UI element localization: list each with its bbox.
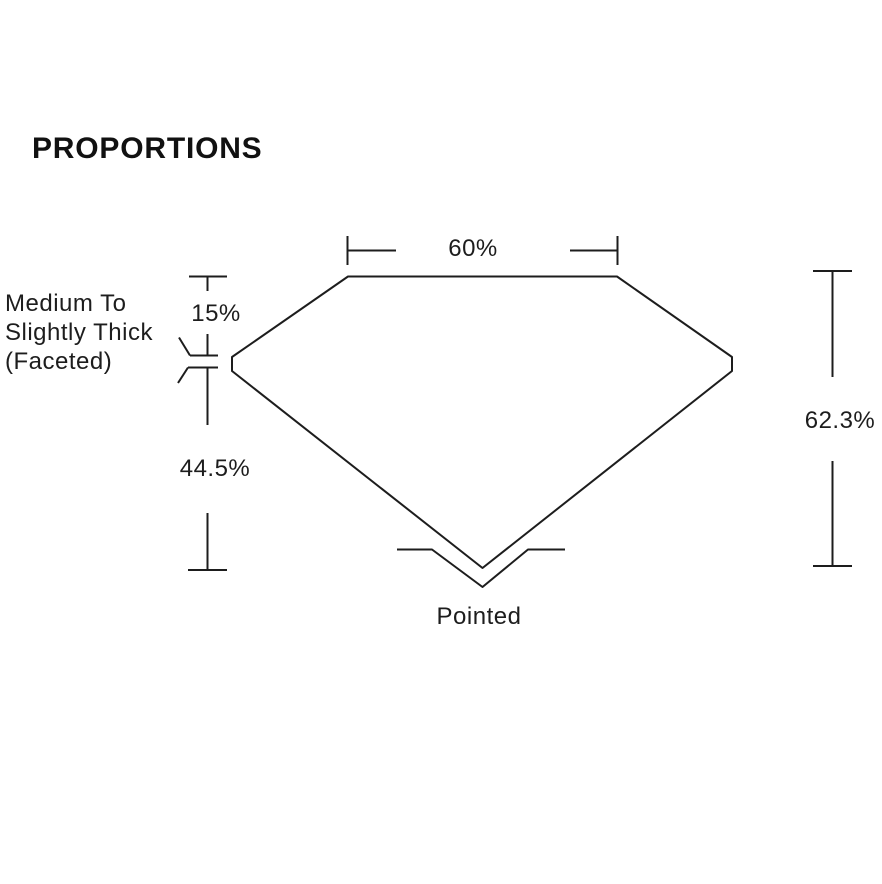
diamond-outline xyxy=(231,275,733,569)
table-width-dimension xyxy=(346,236,619,265)
total-depth-dimension xyxy=(813,270,852,567)
page-title: PROPORTIONS xyxy=(32,132,263,165)
total-depth-label: 62.3% xyxy=(804,407,876,434)
culet-label: Pointed xyxy=(436,603,522,630)
culet-chevron xyxy=(397,548,565,588)
girdle-bottom-flick xyxy=(177,366,189,384)
girdle-thickness-marks xyxy=(177,336,218,384)
culet-pointed-mark xyxy=(397,548,565,588)
pavilion-depth-label: 44.5% xyxy=(179,455,251,482)
pavilion-depth-dimension xyxy=(188,367,227,571)
diamond-profile-shape xyxy=(231,275,733,569)
crown-height-label: 15% xyxy=(191,300,241,327)
table-width-label: 60% xyxy=(448,235,498,262)
girdle-description-label: Medium To Slightly Thick (Faceted) xyxy=(5,290,153,375)
girdle-top-flick xyxy=(178,336,191,357)
crown-height-dimension xyxy=(189,275,227,356)
